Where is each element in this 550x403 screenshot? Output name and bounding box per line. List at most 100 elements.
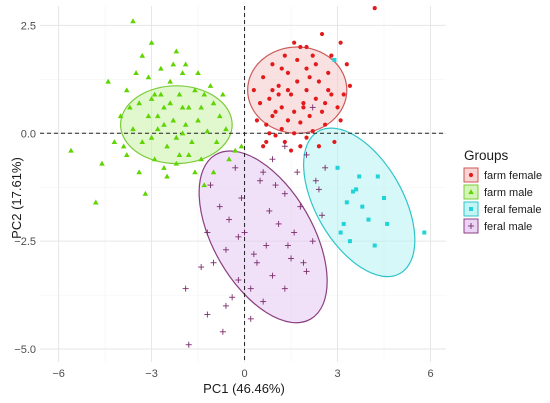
legend-marker-feral-male bbox=[468, 223, 474, 229]
point-farm-female-61 bbox=[304, 44, 309, 50]
point-farm-male-9 bbox=[123, 87, 130, 93]
point-feral-male-21 bbox=[266, 207, 273, 214]
point-feral-male-29 bbox=[322, 164, 329, 171]
point-feral-male-18 bbox=[241, 229, 248, 236]
point-farm-female-26 bbox=[270, 113, 275, 119]
point-farm-female-4 bbox=[298, 44, 303, 50]
point-farm-male-8 bbox=[195, 70, 201, 75]
point-feral-male-30 bbox=[232, 164, 239, 171]
point-farm-female-28 bbox=[285, 118, 291, 123]
point-farm-female-20 bbox=[313, 96, 318, 101]
point-farm-female-18 bbox=[288, 92, 294, 97]
point-farm-male-61 bbox=[170, 61, 177, 67]
point-farm-male-56 bbox=[201, 182, 208, 188]
point-farm-male-16 bbox=[210, 100, 217, 106]
point-farm-male-14 bbox=[161, 104, 167, 110]
point-feral-male-9 bbox=[269, 272, 276, 279]
point-feral-male-12 bbox=[253, 259, 260, 266]
point-farm-male-10 bbox=[151, 91, 158, 97]
point-farm-male-31 bbox=[213, 139, 220, 145]
point-farm-female-3 bbox=[319, 31, 325, 37]
point-farm-female-35 bbox=[292, 131, 297, 136]
x-tick-label: −6 bbox=[52, 368, 65, 380]
point-farm-female-13 bbox=[316, 79, 322, 84]
point-feral-female-11 bbox=[385, 221, 390, 226]
legend-marker-farm-male bbox=[468, 189, 474, 195]
y-axis-title: PC2 (17.61%) bbox=[9, 157, 24, 239]
point-feral-male-33 bbox=[281, 143, 288, 150]
y-tick-label: −5.0 bbox=[14, 344, 36, 356]
x-tick-label: 0 bbox=[241, 368, 247, 380]
point-feral-male-45 bbox=[235, 233, 242, 240]
point-farm-male-29 bbox=[164, 143, 170, 149]
point-farm-male-55 bbox=[238, 143, 245, 149]
legend-label-farm-male: farm male bbox=[484, 187, 533, 199]
point-farm-female-6 bbox=[310, 53, 315, 58]
legend-marker-feral-female bbox=[469, 207, 473, 211]
point-farm-female-14 bbox=[261, 75, 266, 80]
ellipse-feral-male bbox=[198, 150, 328, 324]
point-farm-male-3 bbox=[173, 48, 180, 54]
point-farm-male-54 bbox=[226, 156, 232, 162]
point-farm-female-52 bbox=[298, 144, 303, 149]
point-farm-male-46 bbox=[158, 91, 164, 97]
point-farm-female-37 bbox=[261, 144, 266, 149]
point-feral-male-20 bbox=[226, 216, 233, 223]
point-farm-male-38 bbox=[164, 173, 170, 179]
point-farm-male-33 bbox=[151, 156, 158, 162]
point-farm-female-58 bbox=[341, 92, 346, 97]
y-tick-label: −2.5 bbox=[14, 236, 36, 248]
point-feral-male-26 bbox=[207, 182, 214, 189]
point-farm-female-9 bbox=[304, 66, 309, 71]
point-farm-female-38 bbox=[282, 139, 287, 145]
point-farm-female-10 bbox=[326, 70, 331, 75]
point-farm-female-55 bbox=[257, 100, 263, 106]
point-feral-male-39 bbox=[272, 182, 279, 189]
point-feral-male-24 bbox=[281, 190, 288, 197]
point-farm-female-0 bbox=[372, 6, 377, 11]
legend: Groups farm female farm male feral female f… bbox=[463, 148, 542, 234]
point-farm-female-7 bbox=[344, 62, 349, 67]
point-feral-male-14 bbox=[222, 246, 229, 253]
point-feral-female-13 bbox=[372, 243, 377, 248]
point-feral-female-10 bbox=[347, 239, 352, 244]
point-farm-male-34 bbox=[176, 152, 183, 157]
point-feral-male-8 bbox=[235, 277, 242, 284]
point-farm-male-41 bbox=[68, 147, 74, 153]
point-farm-female-59 bbox=[279, 66, 284, 71]
point-farm-male-39 bbox=[192, 169, 198, 175]
point-farm-female-50 bbox=[251, 88, 256, 93]
point-feral-male-23 bbox=[238, 195, 245, 202]
point-farm-female-8 bbox=[270, 62, 275, 67]
point-farm-female-21 bbox=[301, 100, 306, 106]
point-farm-female-25 bbox=[292, 109, 297, 114]
point-farm-male-13 bbox=[136, 100, 142, 106]
point-farm-female-19 bbox=[267, 96, 272, 101]
point-farm-female-15 bbox=[276, 83, 281, 88]
point-feral-male-17 bbox=[204, 229, 211, 236]
point-farm-male-51 bbox=[207, 83, 214, 88]
point-farm-male-44 bbox=[210, 169, 217, 175]
point-feral-male-25 bbox=[315, 186, 322, 193]
legend-label-feral-female: feral female bbox=[484, 204, 541, 216]
point-farm-female-39 bbox=[254, 118, 260, 123]
point-farm-male-20 bbox=[195, 117, 201, 123]
point-farm-male-66 bbox=[120, 143, 127, 149]
point-farm-male-65 bbox=[185, 152, 192, 157]
point-feral-female-9 bbox=[338, 230, 343, 235]
point-farm-female-29 bbox=[298, 120, 303, 125]
point-farm-female-1 bbox=[338, 40, 343, 45]
point-farm-male-69 bbox=[220, 91, 226, 97]
point-feral-male-43 bbox=[300, 259, 307, 266]
point-feral-female-3 bbox=[351, 189, 356, 194]
point-farm-female-30 bbox=[323, 122, 328, 127]
point-farm-male-23 bbox=[154, 126, 161, 132]
point-feral-male-35 bbox=[222, 302, 229, 309]
point-farm-male-5 bbox=[182, 61, 189, 67]
point-feral-female-15 bbox=[344, 200, 349, 205]
point-farm-male-18 bbox=[145, 113, 152, 119]
point-farm-male-28 bbox=[139, 139, 146, 145]
point-farm-male-25 bbox=[204, 128, 211, 134]
point-feral-male-38 bbox=[216, 203, 223, 210]
point-farm-male-2 bbox=[139, 52, 146, 58]
